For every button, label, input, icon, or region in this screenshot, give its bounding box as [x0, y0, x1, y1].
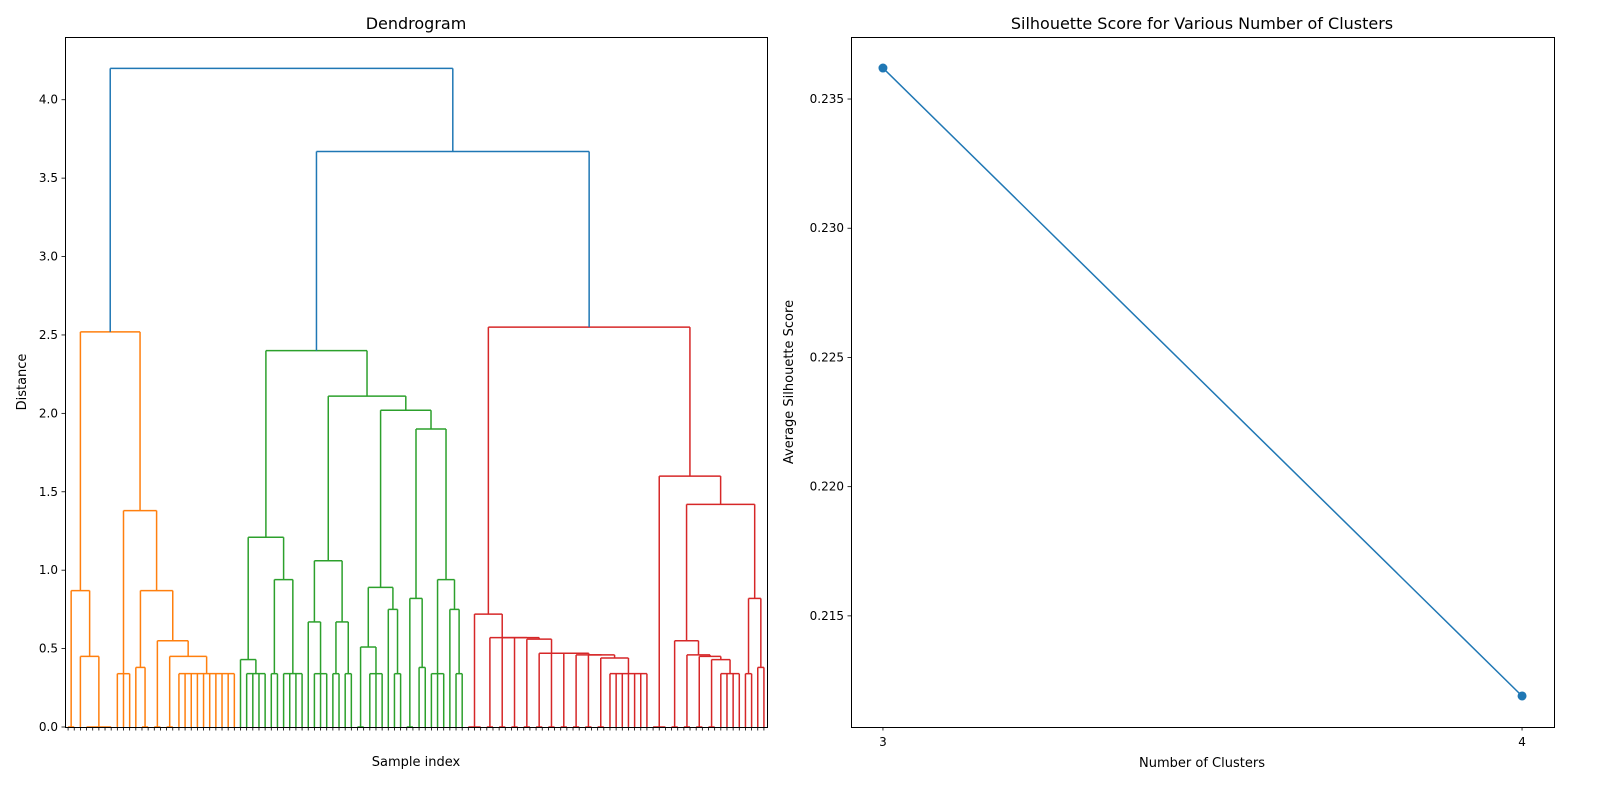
y-tick-label: 0.225 — [810, 350, 844, 364]
y-tick-label: 3.5 — [39, 171, 58, 185]
y-tick-label: 2.5 — [39, 328, 58, 342]
y-tick-label: 0.5 — [39, 642, 58, 656]
x-tick-label: 4 — [1518, 735, 1526, 749]
y-tick-label: 1.5 — [39, 485, 58, 499]
dendrogram-xlabel: Sample index — [372, 755, 461, 770]
y-tick-label: 0.215 — [810, 609, 844, 623]
dendrogram-ylabel: Distance — [15, 354, 30, 411]
dendrogram-axes-frame — [65, 37, 768, 728]
y-tick-label: 0.235 — [810, 92, 844, 106]
silhouette-ylabel: Average Silhouette Score — [782, 300, 797, 464]
y-tick-label: 4.0 — [39, 93, 58, 107]
dendrogram-y-ticks: 0.0 0.5 1.0 1.5 2.0 2.5 3.0 3.5 4.0 — [39, 93, 65, 734]
silhouette-series — [878, 63, 1527, 701]
silhouette-point — [1517, 691, 1527, 701]
y-tick-label: 3.0 — [39, 250, 58, 264]
silhouette-y-ticks: 0.215 0.220 0.225 0.230 0.235 — [810, 92, 851, 623]
dendrogram-chart: Dendrogram Sample index Distance 0.0 0.5 1… — [15, 14, 768, 770]
dendrogram-title: Dendrogram — [366, 14, 467, 33]
dendrogram-links — [68, 67, 765, 728]
silhouette-chart: Silhouette Score for Various Number of C… — [782, 14, 1555, 771]
silhouette-axes-frame — [851, 37, 1555, 728]
y-tick-label: 0.0 — [39, 720, 58, 734]
y-tick-label: 0.220 — [810, 480, 844, 494]
x-tick-label: 3 — [879, 735, 887, 749]
silhouette-xlabel: Number of Clusters — [1139, 756, 1265, 771]
y-tick-label: 2.0 — [39, 406, 58, 420]
y-tick-label: 0.230 — [810, 221, 844, 235]
y-tick-label: 1.0 — [39, 563, 58, 577]
silhouette-point — [878, 63, 888, 73]
silhouette-title: Silhouette Score for Various Number of C… — [1011, 14, 1393, 33]
silhouette-line — [882, 67, 1523, 697]
